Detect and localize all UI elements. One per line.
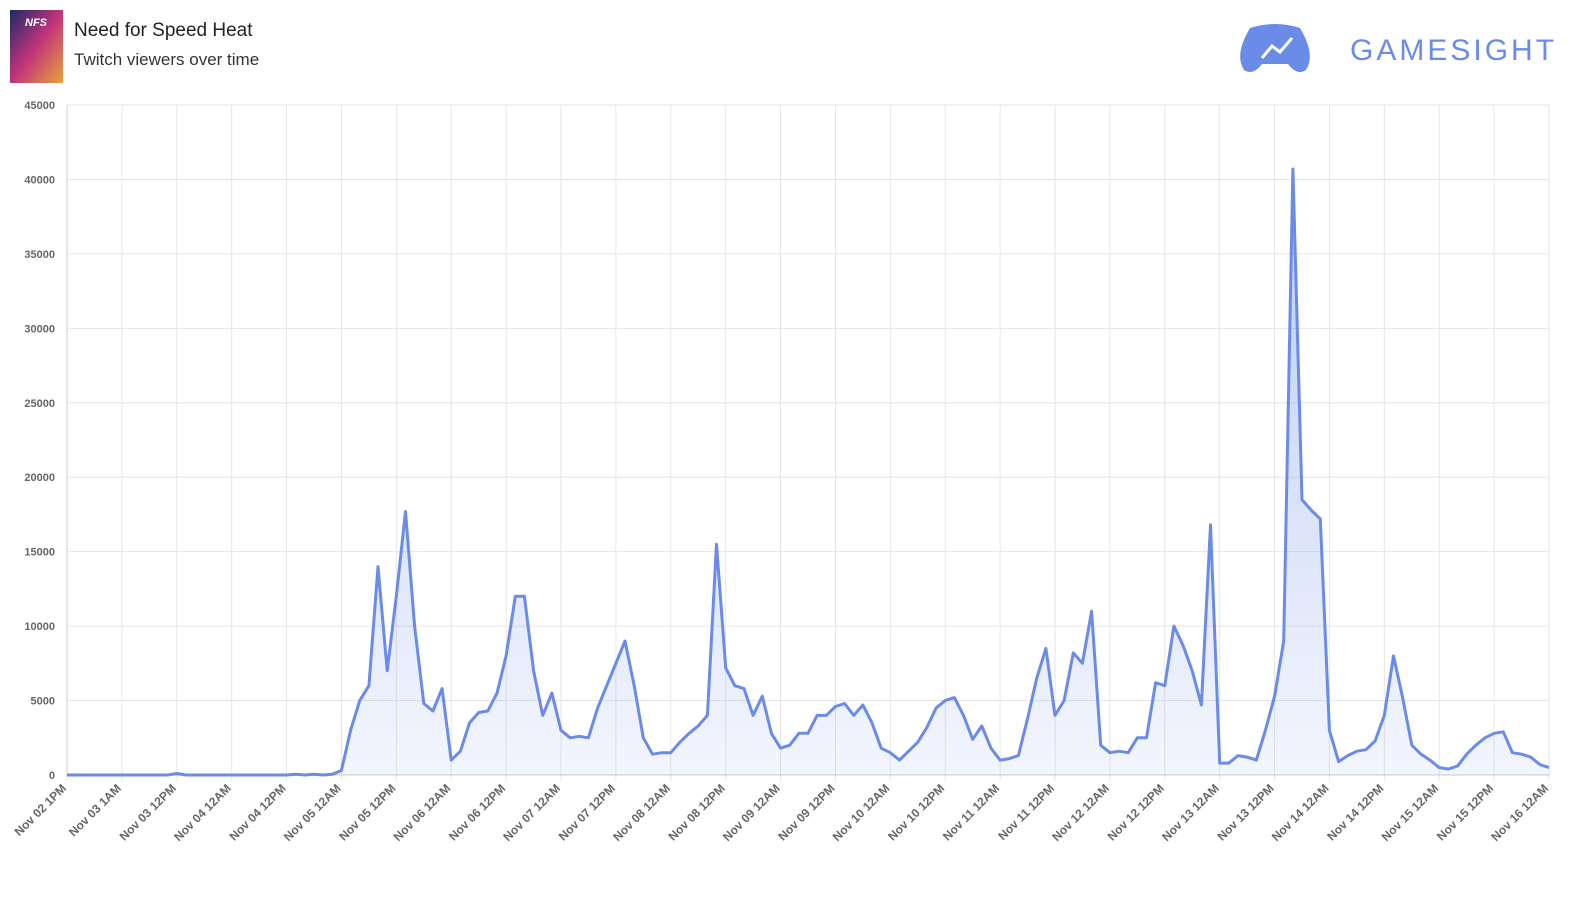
y-tick-label: 0 xyxy=(49,770,55,782)
y-tick-label: 20000 xyxy=(24,472,55,484)
title: Need for Speed Heat xyxy=(74,20,253,41)
x-tick-label: Nov 10 12PM xyxy=(885,781,947,843)
x-tick-label: Nov 04 12PM xyxy=(226,781,288,843)
x-tick-label: Nov 08 12PM xyxy=(666,781,728,843)
brand: GAMESIGHT xyxy=(1350,34,1557,67)
x-tick-label: Nov 09 12AM xyxy=(720,781,783,844)
x-tick-label: Nov 05 12PM xyxy=(336,781,398,843)
y-tick-label: 5000 xyxy=(31,696,55,708)
y-tick-label: 30000 xyxy=(24,323,55,335)
x-tick-label: Nov 16 12AM xyxy=(1488,781,1551,844)
x-tick-label: Nov 13 12AM xyxy=(1159,781,1222,844)
x-tick-label: Nov 07 12AM xyxy=(500,781,563,844)
x-tick-label: Nov 10 12AM xyxy=(830,781,893,844)
y-tick-label: 25000 xyxy=(24,398,55,410)
x-tick-label: Nov 07 12PM xyxy=(556,781,618,843)
y-tick-label: 40000 xyxy=(24,174,55,186)
x-tick-label: Nov 12 12PM xyxy=(1105,781,1167,843)
x-tick-label: Nov 11 12AM xyxy=(940,781,1002,843)
x-tick-label: Nov 12 12AM xyxy=(1049,781,1112,844)
x-tick-label: Nov 11 12PM xyxy=(995,781,1057,843)
y-tick-label: 15000 xyxy=(24,547,55,559)
x-tick-label: Nov 05 12AM xyxy=(281,781,344,844)
logo-arrow xyxy=(1260,37,1294,59)
x-tick-label: Nov 14 12AM xyxy=(1269,781,1332,844)
x-tick-label: Nov 03 12PM xyxy=(117,781,179,843)
x-tick-label: Nov 02 1PM xyxy=(12,781,70,839)
line xyxy=(67,167,1550,777)
subtitle: Twitch viewers over time xyxy=(74,50,259,69)
y-tick-label: 10000 xyxy=(24,621,55,633)
x-tick-label: Nov 15 12PM xyxy=(1434,781,1496,843)
x-tick-label: Nov 04 12AM xyxy=(171,781,234,844)
x-tick-label: Nov 03 1AM xyxy=(66,781,124,839)
icon-text: NFS xyxy=(25,17,48,29)
x-tick-label: Nov 14 12PM xyxy=(1324,781,1386,843)
x-tick-label: Nov 06 12AM xyxy=(391,781,454,844)
y-tick-label: 45000 xyxy=(24,100,55,112)
game-icon xyxy=(10,10,63,83)
x-tick-label: Nov 06 12PM xyxy=(446,781,508,843)
x-tick-label: Nov 13 12PM xyxy=(1214,781,1276,843)
x-tick-label: Nov 09 12PM xyxy=(775,781,837,843)
y-tick-label: 35000 xyxy=(24,249,55,261)
x-tick-label: Nov 15 12AM xyxy=(1379,781,1442,844)
area xyxy=(67,169,1549,775)
x-tick-label: Nov 08 12AM xyxy=(610,781,673,844)
